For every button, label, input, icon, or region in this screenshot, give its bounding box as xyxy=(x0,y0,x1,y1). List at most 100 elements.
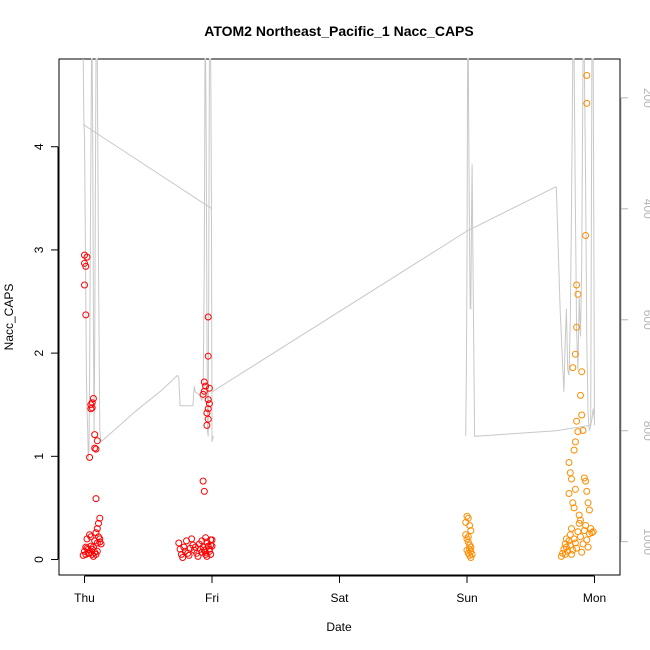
data-point xyxy=(193,549,201,557)
data-point xyxy=(570,504,578,512)
data-point xyxy=(204,396,212,404)
data-point xyxy=(199,390,207,398)
data-point xyxy=(200,487,208,495)
data-point xyxy=(204,313,212,321)
data-point xyxy=(185,551,193,559)
x-tick-label: Sun xyxy=(456,591,477,605)
data-point xyxy=(578,368,586,376)
data-point xyxy=(92,529,100,537)
data-point xyxy=(568,550,575,558)
data-point xyxy=(575,511,583,519)
data-point xyxy=(582,477,590,485)
data-point xyxy=(583,536,591,544)
data-point xyxy=(82,262,90,270)
data-point xyxy=(585,506,593,514)
data-point xyxy=(569,499,577,507)
data-point xyxy=(571,539,579,547)
chart-title: ATOM2 Northeast_Pacific_1 Nacc_CAPS xyxy=(204,23,473,39)
data-point xyxy=(88,399,96,407)
y2-tick-label: 600 xyxy=(641,310,650,330)
data-point xyxy=(200,378,208,386)
data-point xyxy=(464,533,472,541)
data-point xyxy=(93,525,101,533)
data-point xyxy=(204,405,212,413)
data-point xyxy=(199,477,207,485)
data-point xyxy=(203,552,211,560)
data-point xyxy=(82,550,90,558)
data-point xyxy=(565,459,573,466)
series-line-4 xyxy=(211,186,557,393)
x-tick-label: Mon xyxy=(583,591,606,605)
x-axis: Thu Fri Sat Sun Mon xyxy=(74,575,606,605)
data-point xyxy=(463,512,471,520)
data-point xyxy=(179,554,187,561)
x-tick-label: Thu xyxy=(74,591,95,605)
data-point xyxy=(81,251,88,259)
data-point xyxy=(81,259,88,267)
x-tick-label: Sat xyxy=(330,591,349,605)
data-point xyxy=(571,438,579,446)
data-point xyxy=(588,529,596,537)
data-point xyxy=(569,546,577,554)
y-tick-label: 4 xyxy=(32,143,46,150)
data-point xyxy=(568,475,575,483)
data-point xyxy=(589,528,597,536)
data-point xyxy=(569,364,577,372)
data-point xyxy=(91,444,99,452)
data-point xyxy=(578,411,586,419)
data-point xyxy=(87,533,95,541)
x-tick-label: Fri xyxy=(205,591,219,605)
data-point xyxy=(467,547,475,555)
data-points xyxy=(79,72,597,561)
data-point xyxy=(96,535,104,543)
y2-tick-label: 800 xyxy=(641,421,650,441)
data-point xyxy=(200,387,208,395)
y2-tick-label: 1000 xyxy=(641,528,650,555)
data-point xyxy=(562,543,570,551)
plot-frame xyxy=(58,58,621,576)
y-tick-label: 1 xyxy=(32,453,46,460)
data-point xyxy=(571,350,579,358)
series-line-2 xyxy=(177,58,214,442)
data-point xyxy=(580,527,588,535)
y-tick-label: 0 xyxy=(32,556,46,563)
data-point xyxy=(575,519,583,527)
data-point xyxy=(208,536,216,544)
data-point xyxy=(87,401,95,409)
series-line-5 xyxy=(465,58,595,437)
y2-tick-label: 200 xyxy=(641,88,650,108)
data-point xyxy=(570,535,578,543)
data-point xyxy=(81,281,88,289)
data-point xyxy=(573,417,581,425)
data-point xyxy=(175,539,183,547)
data-point xyxy=(565,490,573,497)
data-point xyxy=(573,323,581,331)
data-point xyxy=(580,474,588,482)
data-point xyxy=(198,537,206,545)
data-point xyxy=(92,445,100,453)
data-point xyxy=(464,514,472,522)
data-point xyxy=(566,469,574,477)
data-point xyxy=(207,541,215,549)
data-point xyxy=(188,535,196,543)
data-point xyxy=(180,543,188,551)
data-point xyxy=(86,453,94,461)
data-point xyxy=(557,552,565,560)
data-point xyxy=(93,547,101,555)
data-point xyxy=(92,495,100,503)
y-tick-label: 3 xyxy=(32,246,46,253)
data-point xyxy=(583,72,591,79)
data-point xyxy=(88,404,96,412)
data-point xyxy=(202,382,210,390)
data-point xyxy=(579,427,587,434)
data-point xyxy=(578,548,586,556)
data-point xyxy=(194,552,202,560)
series-line-6 xyxy=(555,58,595,431)
data-point xyxy=(583,99,591,107)
data-point xyxy=(86,531,94,539)
y2-tick-label: 400 xyxy=(641,199,650,219)
data-point xyxy=(95,519,102,527)
data-point xyxy=(574,290,582,298)
data-point xyxy=(468,550,476,558)
